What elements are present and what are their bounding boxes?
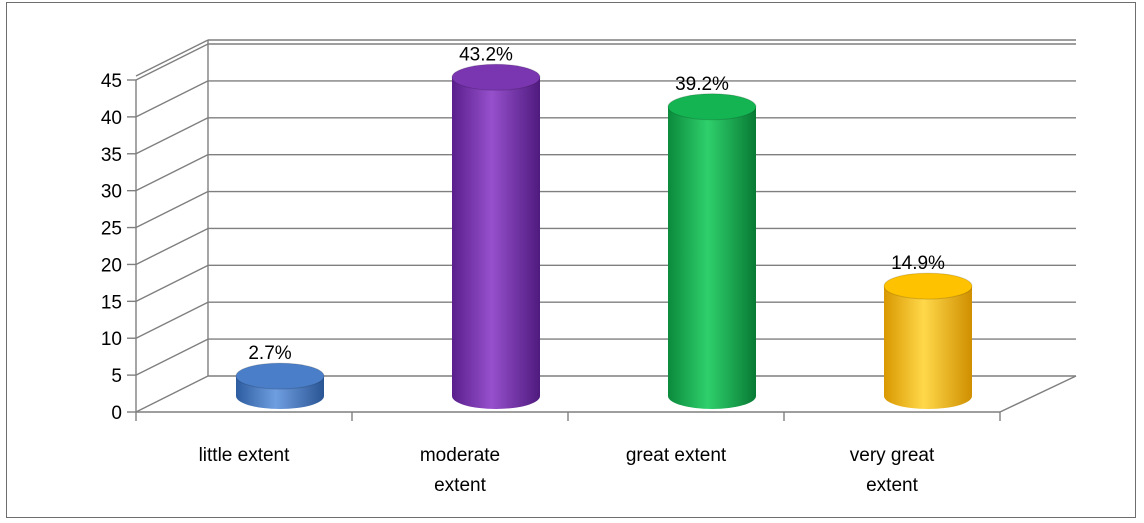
side-gridline (135, 43, 209, 81)
bar (235, 362, 325, 409)
y-tick-label: 20 (101, 255, 122, 276)
side-gridline (135, 39, 209, 77)
y-tick-label: 10 (101, 329, 122, 350)
bar-top (235, 362, 325, 390)
side-gridline (135, 227, 209, 266)
side-gridline (135, 375, 209, 413)
category-label: little extent (199, 445, 291, 466)
labels: 0 5 10 15 20 25 30 35 40 45 2.7% 43.2% 39.2% 14.9% lit… (101, 44, 945, 496)
data-label: 2.7% (248, 343, 291, 364)
side-gridline (135, 154, 209, 192)
side-gridline (135, 264, 209, 302)
bar-body (668, 106, 756, 409)
bar-body (452, 77, 540, 409)
y-tick-label: 30 (101, 182, 122, 203)
category-label: extent (434, 475, 486, 496)
side-gridline (135, 338, 209, 376)
bar (883, 272, 973, 409)
category-label: extent (866, 475, 918, 496)
bar-top (451, 63, 541, 91)
data-label: 14.9% (891, 253, 945, 274)
category-label: great extent (626, 445, 727, 466)
side-gridline (135, 190, 209, 229)
y-tick-label: 35 (101, 145, 122, 166)
y-tick-label: 0 (111, 403, 122, 424)
floor-right-edge (999, 375, 1077, 413)
side-gridline (135, 80, 209, 118)
bar-top (883, 272, 973, 300)
y-tick-label: 45 (101, 71, 122, 92)
bar (667, 93, 757, 409)
axes (127, 40, 1077, 421)
side-gridline (135, 301, 209, 339)
y-tick-label: 15 (101, 292, 122, 313)
side-gridline (135, 117, 209, 155)
bar-body (884, 286, 972, 409)
category-label: very great (850, 445, 935, 466)
bar (451, 63, 541, 409)
bar-top (667, 93, 757, 121)
y-tick-label: 40 (101, 108, 122, 129)
data-label: 43.2% (459, 44, 513, 65)
data-label: 39.2% (675, 74, 729, 95)
category-label: moderate (420, 445, 500, 466)
bars (235, 63, 973, 409)
y-tick-label: 25 (101, 219, 122, 240)
y-tick-label: 5 (111, 366, 122, 387)
